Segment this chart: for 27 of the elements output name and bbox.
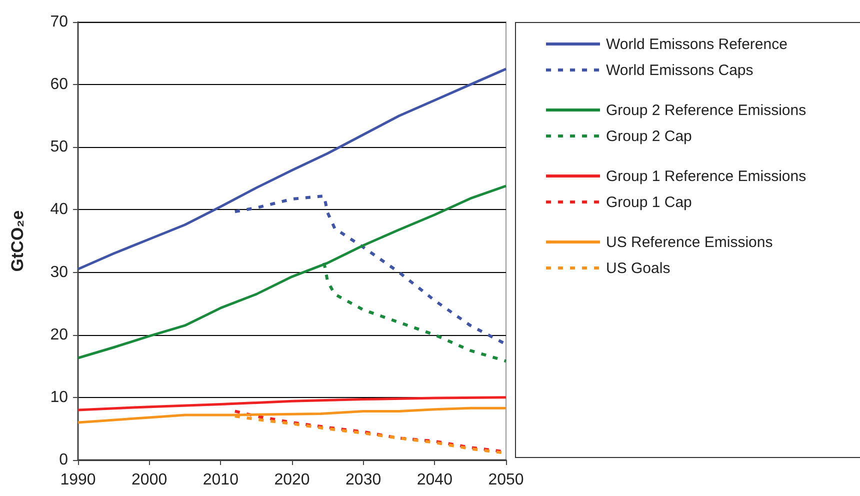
x-tick-label: 2040 <box>416 472 453 488</box>
y-tick-label: 50 <box>50 138 68 156</box>
line-series <box>76 396 508 412</box>
legend-label: World Emissons Caps <box>606 62 754 78</box>
legend-label: US Goals <box>606 260 670 276</box>
x-tick-label: 1990 <box>60 472 96 488</box>
y-tick-label: 70 <box>50 14 68 30</box>
legend-label: Group 1 Cap <box>606 194 692 210</box>
y-tick-label: 60 <box>50 76 68 94</box>
x-tick-label: 2000 <box>132 472 168 488</box>
legend-label: Group 2 Reference Emissions <box>606 102 806 118</box>
legend-label: US Reference Emissions <box>606 234 773 250</box>
y-tick-label: 20 <box>50 326 68 344</box>
legend-label: Group 2 Cap <box>606 128 692 144</box>
y-tick-label: 30 <box>50 264 68 281</box>
legend-label: World Emissons Reference <box>606 36 788 52</box>
legend-label: Group 1 Reference Emissions <box>606 168 806 184</box>
x-tick-label: 2030 <box>346 472 382 488</box>
x-tick-label: 2020 <box>274 472 310 488</box>
x-tick-label: 2010 <box>202 472 239 488</box>
y-tick-label: 0 <box>59 452 68 468</box>
y-tick-label: 40 <box>50 201 68 218</box>
line-series <box>76 184 508 360</box>
y-axis-title: GtCO₂e <box>8 210 27 272</box>
x-tick-label: 2050 <box>488 472 524 488</box>
y-tick-label: 10 <box>50 388 68 406</box>
line-series <box>76 68 508 270</box>
